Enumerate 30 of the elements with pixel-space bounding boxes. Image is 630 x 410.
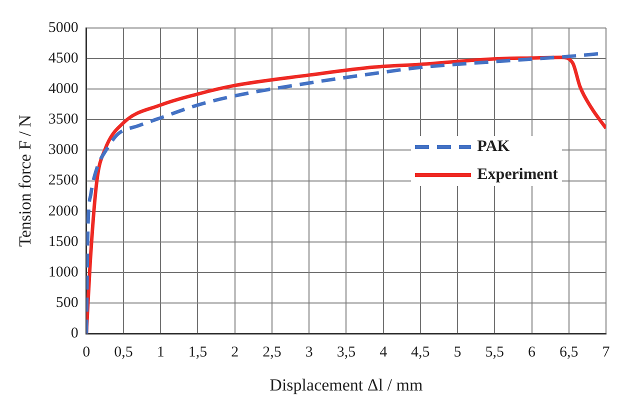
x-tick-label: 5,5: [485, 344, 504, 361]
x-tick-label: 6: [528, 344, 536, 361]
y-tick-label: 3000: [48, 142, 78, 158]
x-tick-label: 2: [231, 344, 239, 361]
y-tick-label: 4500: [48, 50, 78, 66]
y-tick-label: 2000: [48, 203, 78, 220]
y-tick-label: 0: [70, 326, 78, 342]
x-axis-title: Displacement Δl / mm: [270, 375, 423, 394]
x-tick-label: 0: [82, 344, 90, 361]
y-tick-label: 1000: [48, 264, 78, 280]
x-tick-label: 4,5: [411, 344, 430, 361]
y-tick-label: 4000: [48, 81, 78, 98]
y-tick-label: 500: [56, 294, 78, 311]
y-tick-label: 1500: [48, 234, 78, 250]
legend-label: Experiment: [477, 166, 558, 184]
legend-label: PAK: [477, 138, 510, 156]
y-tick-label: 2500: [48, 172, 78, 189]
y-tick-label: 3500: [48, 112, 78, 128]
x-tick-label: 6,5: [560, 344, 578, 361]
x-tick-label: 4: [380, 344, 388, 361]
y-tick-label: 5000: [48, 20, 78, 36]
x-tick-label: 2,5: [262, 344, 282, 361]
x-tick-label: 1: [156, 344, 164, 361]
x-tick-label: 5: [454, 344, 462, 361]
x-tick-label: 1,5: [188, 344, 208, 361]
x-tick-label: 3,5: [336, 344, 356, 361]
x-tick-label: 3: [305, 344, 313, 361]
x-tick-label: 0,5: [114, 344, 133, 361]
y-axis-title: Tension force F / N: [16, 114, 35, 247]
x-tick-label: 7: [602, 344, 610, 361]
